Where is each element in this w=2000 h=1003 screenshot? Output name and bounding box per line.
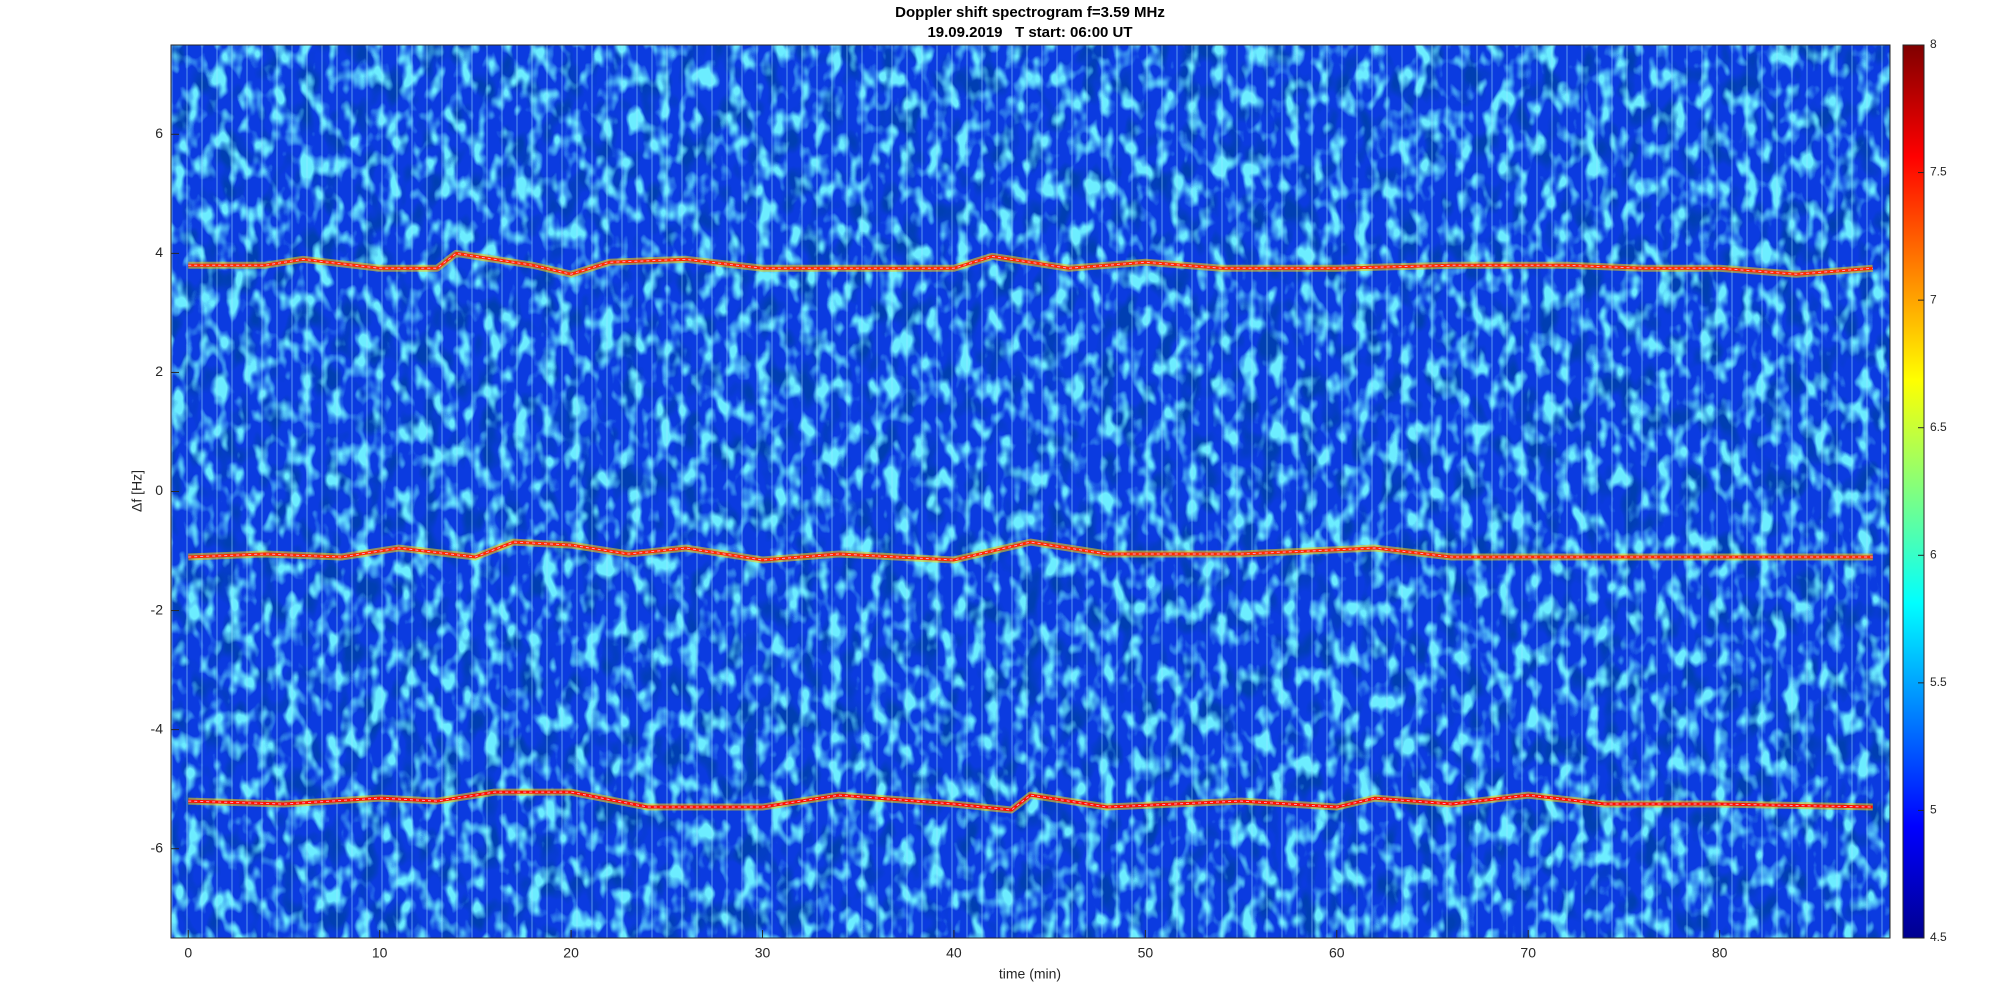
colorbar-tick-label: 5 (1930, 803, 1937, 817)
y-tick-label: 2 (155, 363, 163, 379)
y-axis-label: Δf [Hz] (129, 470, 145, 512)
colorbar-tick-label: 6.5 (1930, 420, 1947, 434)
colorbar-tick-label: 4.5 (1930, 930, 1947, 944)
x-tick-label: 60 (1329, 945, 1345, 961)
y-tick-label: -6 (151, 839, 164, 855)
colorbar-tick-label: 7 (1930, 292, 1937, 306)
trace-core (188, 252, 1873, 275)
trace-core (188, 791, 1873, 811)
x-tick-label: 70 (1520, 945, 1536, 961)
spectrogram-background (171, 45, 1890, 938)
y-tick-label: 0 (155, 482, 163, 498)
colorbar-tick-label: 7.5 (1930, 165, 1947, 179)
chart-subtitle: 19.09.2019 T start: 06:00 UT (927, 24, 1132, 41)
x-axis-label: time (min) (999, 966, 1061, 982)
colorbar-tick-label: 5.5 (1930, 675, 1947, 689)
traces (188, 249, 1874, 814)
x-tick-label: 50 (1138, 945, 1154, 961)
colorbar-tick-label: 8 (1930, 37, 1937, 51)
x-tick-label: 30 (755, 945, 771, 961)
chart-title: Doppler shift spectrogram f=3.59 MHz (895, 4, 1165, 21)
y-tick-label: -4 (151, 720, 164, 736)
y-tick-label: 6 (155, 125, 163, 141)
y-tick-label: -2 (151, 601, 164, 617)
x-tick-label: 20 (563, 945, 579, 961)
x-tick-label: 10 (372, 945, 388, 961)
x-tick-label: 0 (184, 945, 192, 961)
trace-core (188, 541, 1873, 561)
colorbar-tick-label: 6 (1930, 547, 1937, 561)
colorbar (1902, 44, 1925, 939)
y-tick-label: 4 (155, 244, 163, 260)
x-tick-label: 80 (1712, 945, 1728, 961)
x-tick-label: 40 (946, 945, 962, 961)
